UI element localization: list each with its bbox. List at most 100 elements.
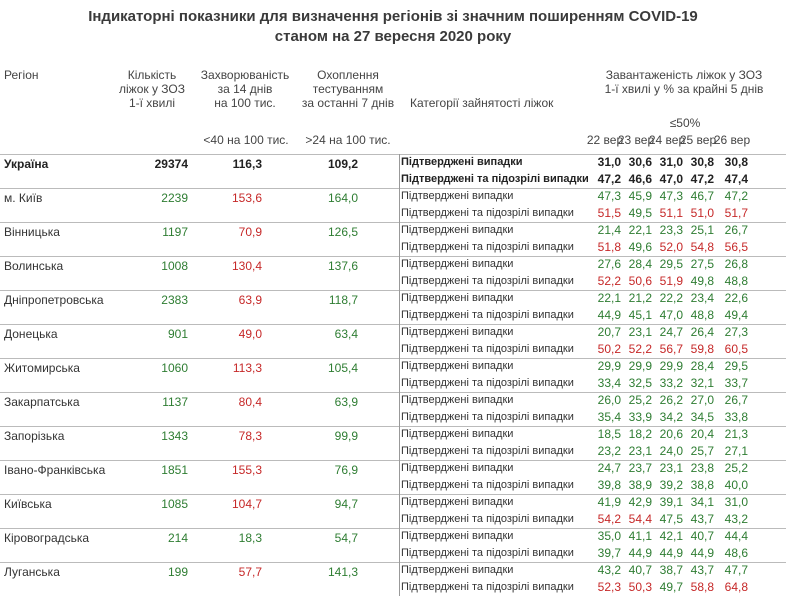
testing-value: 54,7 bbox=[334, 531, 358, 545]
category-confirmed: Підтверджені випадки bbox=[401, 292, 514, 304]
load-confirmed-value: 47,3 bbox=[597, 189, 621, 203]
date-header: 25 вер bbox=[679, 133, 717, 147]
testing-value: 137,6 bbox=[327, 259, 358, 273]
table-row: Запорізька 1343 78,3 99,9 Підтверджені випад… bbox=[0, 426, 786, 460]
load-confirmed-value: 31,0 bbox=[724, 495, 748, 509]
load-confirmed-value: 24,7 bbox=[659, 325, 683, 339]
table-row: Житомирська 1060 113,3 105,4 Підтверджені ви… bbox=[0, 358, 786, 392]
category-suspected: Підтверджені та підозрілі випадки bbox=[401, 377, 574, 389]
load-confirmed-value: 29,5 bbox=[659, 257, 683, 271]
table-row: Кіровоградська 214 18,3 54,7 Підтверджені ви… bbox=[0, 528, 786, 562]
load-confirmed-value: 27,5 bbox=[690, 257, 714, 271]
load-suspected-value: 50,3 bbox=[628, 580, 652, 594]
testing-value: 76,9 bbox=[334, 463, 358, 477]
category-confirmed: Підтверджені випадки bbox=[401, 428, 514, 440]
table-row: Вінницька 1197 70,9 126,5 Підтверджені випад… bbox=[0, 222, 786, 256]
region-name: Житомирська bbox=[4, 361, 80, 375]
region-name: Закарпатська bbox=[4, 395, 80, 409]
load-suspected-value: 47,0 bbox=[659, 172, 683, 186]
category-confirmed: Підтверджені випадки bbox=[401, 190, 514, 202]
testing-value: 63,9 bbox=[334, 395, 358, 409]
load-confirmed-value: 40,7 bbox=[628, 563, 652, 577]
load-suspected-value: 24,0 bbox=[659, 444, 683, 458]
load-suspected-value: 49,8 bbox=[690, 274, 714, 288]
beds-count: 199 bbox=[167, 565, 188, 579]
load-suspected-value: 44,9 bbox=[690, 546, 714, 560]
load-suspected-value: 34,5 bbox=[690, 410, 714, 424]
testing-value: 109,2 bbox=[327, 157, 358, 171]
table-row: Донецька 901 49,0 63,4 Підтверджені випадки П… bbox=[0, 324, 786, 358]
category-suspected: Підтверджені та підозрілі випадки bbox=[401, 207, 574, 219]
load-suspected-value: 51,8 bbox=[597, 240, 621, 254]
beds-count: 1851 bbox=[161, 463, 188, 477]
page-title: Індикаторні показники для визначення рег… bbox=[88, 8, 698, 25]
load-confirmed-value: 26,8 bbox=[724, 257, 748, 271]
category-confirmed: Підтверджені випадки bbox=[401, 462, 514, 474]
load-suspected-value: 54,8 bbox=[690, 240, 714, 254]
category-suspected: Підтверджені та підозрілі випадки bbox=[401, 581, 574, 593]
load-suspected-value: 44,9 bbox=[628, 546, 652, 560]
load-suspected-value: 64,8 bbox=[724, 580, 748, 594]
region-name: Київська bbox=[4, 497, 52, 511]
load-suspected-value: 52,2 bbox=[628, 342, 652, 356]
row-separator bbox=[0, 358, 786, 359]
load-confirmed-value: 20,6 bbox=[659, 427, 683, 441]
beds-count: 29374 bbox=[154, 157, 188, 171]
load-suspected-value: 48,6 bbox=[724, 546, 748, 560]
load-confirmed-value: 31,0 bbox=[597, 155, 621, 169]
load-suspected-value: 48,8 bbox=[690, 308, 714, 322]
beds-count: 1008 bbox=[161, 259, 188, 273]
load-suspected-value: 51,5 bbox=[597, 206, 621, 220]
load-suspected-value: 38,8 bbox=[690, 478, 714, 492]
incidence-value: 49,0 bbox=[238, 327, 262, 341]
load-suspected-value: 39,7 bbox=[597, 546, 621, 560]
load-suspected-value: 44,9 bbox=[659, 546, 683, 560]
category-suspected: Підтверджені та підозрілі випадки bbox=[401, 445, 574, 457]
category-suspected: Підтверджені та підозрілі випадки bbox=[401, 309, 574, 321]
category-suspected: Підтверджені та підозрілі випадки bbox=[401, 547, 574, 559]
date-header: 24 вер bbox=[648, 133, 686, 147]
beds-count: 2383 bbox=[161, 293, 188, 307]
load-confirmed-value: 18,2 bbox=[628, 427, 652, 441]
load-suspected-value: 25,7 bbox=[690, 444, 714, 458]
region-name: Вінницька bbox=[4, 225, 60, 239]
category-confirmed: Підтверджені випадки bbox=[401, 564, 514, 576]
beds-count: 1060 bbox=[161, 361, 188, 375]
load-suspected-value: 48,8 bbox=[724, 274, 748, 288]
load-suspected-value: 43,7 bbox=[690, 512, 714, 526]
row-separator bbox=[0, 222, 786, 223]
category-confirmed: Підтверджені випадки bbox=[401, 156, 523, 168]
load-confirmed-value: 27,0 bbox=[690, 393, 714, 407]
load-confirmed-value: 47,2 bbox=[724, 189, 748, 203]
load-confirmed-value: 40,7 bbox=[690, 529, 714, 543]
load-confirmed-value: 43,2 bbox=[597, 563, 621, 577]
load-confirmed-value: 34,1 bbox=[690, 495, 714, 509]
testing-value: 99,9 bbox=[334, 429, 358, 443]
load-confirmed-value: 23,7 bbox=[628, 461, 652, 475]
testing-value: 94,7 bbox=[334, 497, 358, 511]
region-name: Донецька bbox=[4, 327, 58, 341]
row-separator bbox=[0, 188, 786, 189]
threshold-testing: >24 на 100 тис. bbox=[305, 133, 391, 147]
row-separator bbox=[0, 494, 786, 495]
load-suspected-value: 44,9 bbox=[597, 308, 621, 322]
header-incidence: Захворюваність за 14 днів на 100 тис. bbox=[200, 68, 290, 110]
load-confirmed-value: 22,2 bbox=[659, 291, 683, 305]
beds-count: 901 bbox=[167, 327, 188, 341]
load-suspected-value: 56,5 bbox=[724, 240, 748, 254]
testing-value: 118,7 bbox=[328, 293, 358, 307]
load-suspected-value: 56,7 bbox=[659, 342, 683, 356]
row-separator bbox=[0, 154, 786, 155]
row-separator bbox=[0, 460, 786, 461]
load-suspected-value: 39,8 bbox=[597, 478, 621, 492]
row-separator bbox=[0, 562, 786, 563]
load-suspected-value: 49,4 bbox=[724, 308, 748, 322]
region-name: Запорізька bbox=[4, 429, 65, 443]
region-name: Луганська bbox=[4, 565, 60, 579]
load-confirmed-value: 26,7 bbox=[724, 223, 748, 237]
region-name: м. Київ bbox=[4, 191, 43, 205]
date-header: 23 вер bbox=[617, 133, 655, 147]
testing-value: 164,0 bbox=[327, 191, 358, 205]
load-suspected-value: 54,4 bbox=[628, 512, 652, 526]
load-suspected-value: 23,1 bbox=[628, 444, 652, 458]
